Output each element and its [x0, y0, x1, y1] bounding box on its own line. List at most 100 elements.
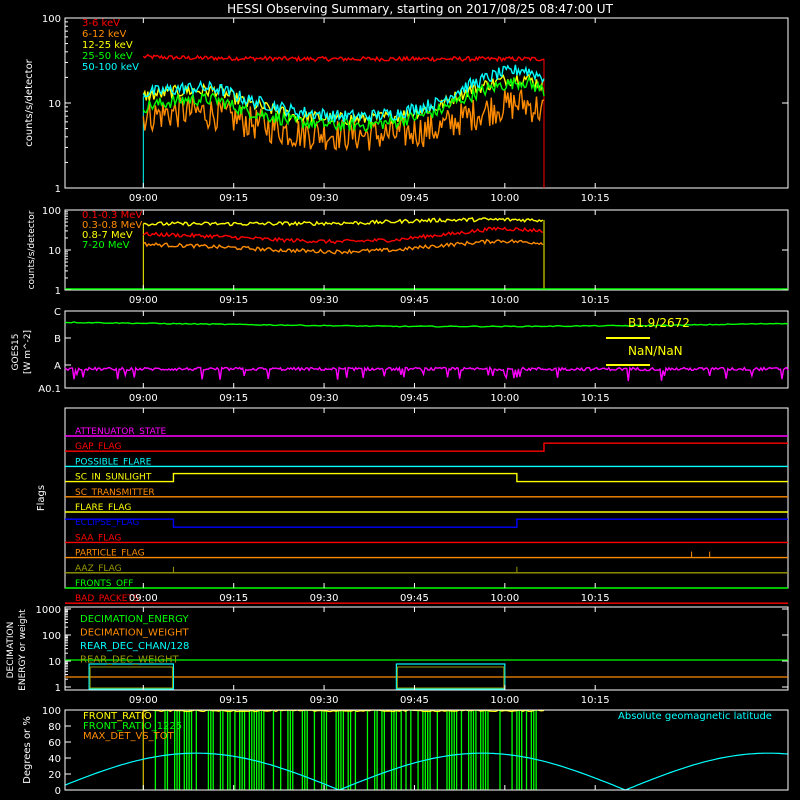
flag-label: AAZ_FLAG: [75, 564, 122, 574]
goes-xtick-label: 10:00: [490, 393, 519, 404]
ratio-legend-entry: FRONT_RATIO_1225: [83, 721, 182, 732]
ratio-ytick-label: 60: [48, 738, 61, 749]
gamma-legend-entry: 7-20 MeV: [82, 240, 130, 251]
flag-label: ATTENUATOR_STATE: [75, 427, 167, 437]
dec-ytick-label: 1000: [36, 605, 61, 616]
gamma-ytick-label: 10: [48, 246, 61, 257]
goes-ytick-label: B: [54, 334, 61, 345]
flag-label: ECLIPSE_FLAG: [75, 518, 139, 528]
hxr-series-line: [142, 64, 545, 123]
flags-xtick-label: 09:00: [129, 593, 158, 604]
goes-xtick-label: 09:45: [400, 393, 429, 404]
hxr-series-line: [142, 53, 545, 63]
hxr-legend-entry: 25-50 keV: [82, 51, 133, 62]
ratio-legend-entry: MAX_DET_VS_TOT: [83, 731, 175, 742]
hxr-ylabel: counts/s/detector: [24, 58, 35, 146]
hxr-ytick-label: 100: [42, 14, 61, 25]
dec-xtick-label: 09:45: [400, 695, 429, 706]
dec-xtick-label: 09:00: [129, 695, 158, 706]
flag-label: SC_TRANSMITTER: [75, 488, 155, 498]
goes-frame: [64, 310, 789, 389]
ratio-ytick-label: 100: [42, 706, 61, 717]
flags-ylabel: Flags: [36, 485, 47, 511]
goes-annotation: B1.9/2672: [628, 316, 690, 330]
gamma-series-line: [143, 217, 544, 227]
dec-xtick-label: 09:15: [219, 695, 248, 706]
flag-line: [65, 442, 788, 452]
dec-legend-entry: REAR_DEC_WEIGHT: [80, 655, 179, 666]
ratio-legend-entry: FRONT_RATIO: [83, 711, 152, 722]
dec-xtick-label: 10:00: [490, 695, 519, 706]
dec-ylabel: DECIMATION: [6, 622, 16, 679]
flag-label: PARTICLE_FLAG: [75, 549, 145, 559]
dec-ytick-label: 1: [55, 683, 61, 694]
hxr-legend-entry: 12-25 keV: [82, 40, 133, 51]
flag-label: FLARE_FLAG: [75, 503, 131, 513]
hxr-frame: [64, 17, 789, 189]
dec-rear-weight-box: [89, 666, 173, 689]
flag-label: GAP_FLAG: [75, 442, 121, 452]
dec-legend-entry: DECIMATION_WEIGHT: [80, 628, 189, 639]
gamma-legend-entry: 0.1-0.3 MeV: [82, 210, 142, 221]
flag-label: SAA_FLAG: [75, 533, 121, 543]
goes-xtick-label: 09:30: [310, 393, 339, 404]
gamma-ytick-label: 100: [42, 206, 61, 217]
goes-annotation: NaN/NaN: [628, 344, 683, 358]
gamma-xtick-label: 10:00: [490, 295, 519, 306]
flags-xtick-label: 09:45: [400, 593, 429, 604]
dec-ytick-label: 10: [48, 657, 61, 668]
hxr-xtick-label: 09:45: [400, 193, 429, 204]
hxr-xtick-label: 10:15: [581, 193, 610, 204]
dec-rear-weight-box: [396, 666, 505, 689]
hxr-xtick-label: 09:00: [129, 193, 158, 204]
gamma-ytick-label: 1: [55, 286, 61, 297]
flag-label: POSSIBLE_FLARE: [75, 457, 152, 467]
hxr-xtick-label: 09:30: [310, 193, 339, 204]
goes-xtick-label: 09:15: [219, 393, 248, 404]
hxr-legend-entry: 3-6 keV: [82, 18, 120, 29]
ratio-legend-right: Absolute geomagnetic latitude: [618, 711, 772, 722]
goes-long-line: [65, 321, 789, 328]
dec-rear-box: [395, 663, 506, 690]
flags-xtick-label: 09:30: [310, 593, 339, 604]
gamma-legend-entry: 0.8-7 MeV: [82, 230, 133, 241]
dec-xtick-label: 10:15: [581, 695, 610, 706]
gamma-xtick-label: 09:45: [400, 295, 429, 306]
hxr-ytick-label: 10: [48, 99, 61, 110]
flag-label: SC_IN_SUNLIGHT: [75, 473, 152, 483]
goes-ytick-label: A: [54, 361, 61, 372]
flags-frame: [64, 407, 789, 589]
dec-rear-box: [88, 663, 175, 690]
gamma-legend-entry: 0.3-0.8 MeV: [82, 220, 142, 231]
gamma-frame: [64, 209, 789, 291]
dec-ytick-label: 100: [42, 631, 61, 642]
goes-panel: A0.1 A B C B1.9/2672 NaN/NaN 09:00 09:15 09:30 09…: [11, 307, 789, 404]
flag-label: BAD_PACKETS: [75, 594, 139, 604]
decimation-panel: 1 10 100 1000 DECIMATION_ENERGY DECIMATION_WE…: [6, 605, 789, 706]
figure-title: HESSI Observing Summary, starting on 201…: [227, 2, 613, 16]
goes-xtick-label: 10:15: [581, 393, 610, 404]
gamma-ylabel: counts/s/detector: [27, 210, 37, 289]
gamma-series-line: [142, 226, 544, 245]
dec-legend-entry: DECIMATION_ENERGY: [80, 614, 189, 625]
ratio-frame: [64, 709, 789, 791]
gamma-xtick-label: 10:15: [581, 295, 610, 306]
flag-line: [65, 518, 788, 528]
flags-panel: ATTENUATOR_STATE GAP_FLAG POSSIBLE_FLARE SC…: [36, 407, 789, 604]
flags-xtick-label: 09:15: [219, 593, 248, 604]
gamma-xtick-label: 09:00: [129, 295, 158, 306]
goes-yunit: [W m^-2]: [23, 330, 33, 374]
goes-ytick-label: A0.1: [38, 384, 61, 395]
goes-xtick-label: 09:00: [129, 393, 158, 404]
gamma-xtick-label: 09:15: [219, 295, 248, 306]
ratio-ytick-label: 40: [48, 754, 61, 765]
geomag-latitude-line: [64, 752, 789, 791]
flags-xtick-label: 10:00: [490, 593, 519, 604]
dec-ylabel: ENERGY or weight: [18, 609, 28, 691]
flag-line: [65, 472, 788, 483]
ratio-ytick-label: 80: [48, 722, 61, 733]
ratio-ytick-label: 0: [55, 786, 61, 797]
